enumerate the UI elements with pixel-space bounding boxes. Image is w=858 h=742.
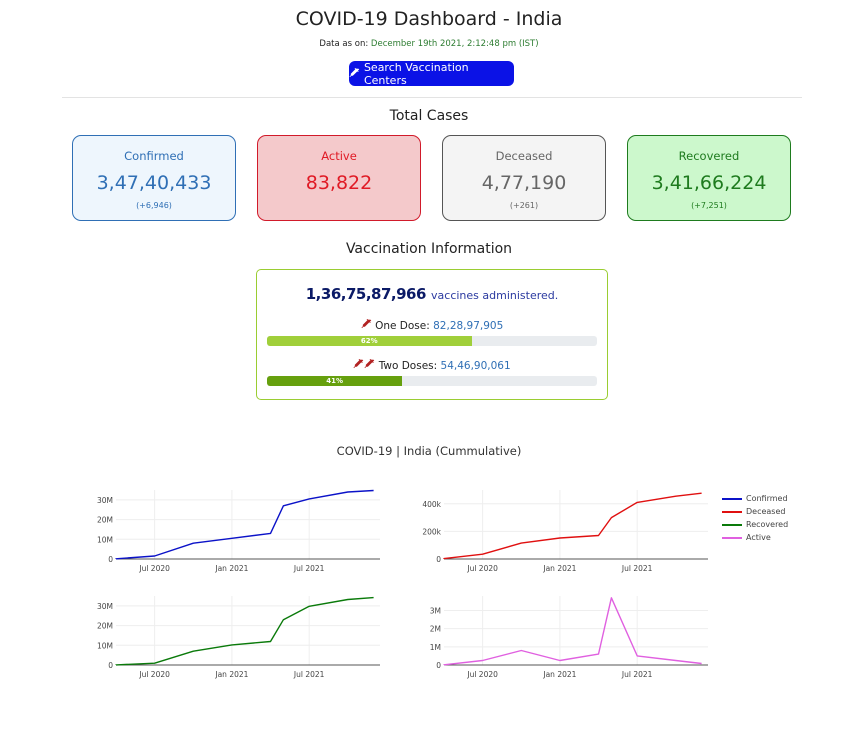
vaccines-total: 1,36,75,87,966 bbox=[305, 285, 427, 303]
series-line-recovered bbox=[115, 596, 374, 666]
y-tick-label: 3M bbox=[430, 607, 441, 616]
x-tick-label: Jul 2021 bbox=[621, 564, 653, 573]
deceased-value: 4,77,190 bbox=[481, 172, 567, 194]
y-tick-label: 0 bbox=[108, 555, 113, 564]
x-tick-label: Jan 2021 bbox=[214, 564, 248, 573]
x-tick-label: Jul 2021 bbox=[293, 670, 325, 679]
chart-title: COVID-19 | India (Cummulative) bbox=[336, 444, 522, 458]
deceased-delta: (+261) bbox=[509, 201, 539, 210]
chart-legend[interactable]: Confirmed Deceased Recovered Active bbox=[722, 492, 842, 544]
x-tick-label: Jul 2021 bbox=[293, 564, 325, 573]
x-tick-label: Jul 2020 bbox=[138, 564, 170, 573]
one-dose-progress-fill: 62% bbox=[267, 336, 472, 346]
series-line-active bbox=[443, 597, 702, 666]
confirmed-card: Confirmed 3,47,40,433 (+6,946) bbox=[72, 135, 236, 221]
recovered-value: 3,41,66,224 bbox=[651, 172, 767, 194]
recovered-label: Recovered bbox=[678, 149, 740, 163]
y-tick-label: 0 bbox=[436, 555, 441, 564]
y-tick-label: 10M bbox=[97, 641, 113, 650]
one-dose-label: One Dose: bbox=[375, 320, 430, 332]
y-tick-label: 10M bbox=[97, 535, 113, 544]
data-timestamp: Data as on: December 19th 2021, 2:12:48 … bbox=[0, 39, 858, 49]
recovered-delta: (+7,251) bbox=[691, 201, 727, 210]
confirmed-chart[interactable]: Jul 2020 Jan 2021 Jul 2021 0 10M 20M 30M bbox=[80, 486, 390, 576]
x-tick-label: Jul 2021 bbox=[621, 670, 653, 679]
x-tick-label: Jan 2021 bbox=[542, 670, 576, 679]
asof-label: Data as on: bbox=[319, 39, 369, 49]
vaccines-administered: 1,36,75,87,966 vaccines administered. bbox=[257, 284, 607, 303]
confirmed-delta: (+6,946) bbox=[136, 201, 172, 210]
y-tick-label: 30M bbox=[97, 496, 113, 505]
two-dose-progress: 41% bbox=[267, 376, 597, 386]
legend-label: Confirmed bbox=[746, 494, 788, 503]
legend-item-confirmed[interactable]: Confirmed bbox=[722, 492, 842, 505]
x-tick-label: Jan 2021 bbox=[214, 670, 248, 679]
series-line-deceased bbox=[443, 492, 702, 560]
divider bbox=[62, 97, 802, 98]
asof-value: December 19th 2021, 2:12:48 pm (IST) bbox=[370, 39, 539, 49]
total-cases-title: Total Cases bbox=[389, 108, 469, 124]
one-dose-progress: 62% bbox=[267, 336, 597, 346]
vaccination-panel: 1,36,75,87,966 vaccines administered. On… bbox=[256, 269, 608, 400]
deceased-chart[interactable]: Jul 2020 Jan 2021 Jul 2021 0 200k 400k bbox=[408, 486, 718, 576]
page-title: COVID-19 Dashboard - India bbox=[295, 8, 563, 30]
legend-item-deceased[interactable]: Deceased bbox=[722, 505, 842, 518]
recovered-card: Recovered 3,41,66,224 (+7,251) bbox=[627, 135, 791, 221]
two-dose-progress-fill: 41% bbox=[267, 376, 403, 386]
legend-label: Recovered bbox=[746, 520, 789, 529]
legend-label: Deceased bbox=[746, 507, 786, 516]
y-tick-label: 200k bbox=[422, 527, 441, 536]
y-tick-label: 1M bbox=[430, 643, 441, 652]
y-tick-label: 2M bbox=[430, 625, 441, 634]
deceased-label: Deceased bbox=[495, 149, 553, 163]
two-dose-label: Two Doses: bbox=[378, 360, 438, 372]
legend-swatch bbox=[722, 497, 742, 500]
active-card: Active 83,822 bbox=[257, 135, 421, 221]
y-tick-label: 30M bbox=[97, 602, 113, 611]
y-tick-label: 400k bbox=[422, 500, 441, 509]
syringe-icon bbox=[361, 318, 372, 329]
active-chart[interactable]: Jul 2020 Jan 2021 Jul 2021 0 1M 2M 3M bbox=[408, 592, 718, 682]
search-vaccination-centers-button[interactable]: Search Vaccination Centers bbox=[349, 60, 514, 87]
legend-swatch bbox=[722, 536, 742, 539]
y-tick-label: 20M bbox=[97, 516, 113, 525]
legend-item-active[interactable]: Active bbox=[722, 531, 842, 544]
legend-item-recovered[interactable]: Recovered bbox=[722, 518, 842, 531]
vaccines-total-text: vaccines administered. bbox=[431, 289, 559, 302]
active-value: 83,822 bbox=[305, 172, 373, 194]
x-tick-label: Jul 2020 bbox=[466, 564, 498, 573]
two-dose-line: Two Doses: 54,46,90,061 bbox=[257, 358, 607, 372]
y-tick-label: 0 bbox=[108, 661, 113, 670]
legend-swatch bbox=[722, 523, 742, 526]
vaccination-title: Vaccination Information bbox=[345, 241, 513, 257]
confirmed-value: 3,47,40,433 bbox=[96, 172, 212, 194]
y-tick-label: 0 bbox=[436, 661, 441, 670]
two-syringes-icon bbox=[353, 358, 375, 369]
legend-swatch bbox=[722, 510, 742, 513]
syringe-icon bbox=[349, 68, 360, 78]
y-tick-label: 20M bbox=[97, 622, 113, 631]
x-tick-label: Jul 2020 bbox=[466, 670, 498, 679]
legend-label: Active bbox=[746, 533, 771, 542]
one-dose-value: 82,28,97,905 bbox=[433, 320, 504, 332]
deceased-card: Deceased 4,77,190 (+261) bbox=[442, 135, 606, 221]
active-label: Active bbox=[321, 149, 357, 163]
one-dose-line: One Dose: 82,28,97,905 bbox=[257, 318, 607, 332]
series-line-confirmed bbox=[115, 489, 374, 560]
x-tick-label: Jan 2021 bbox=[542, 564, 576, 573]
confirmed-label: Confirmed bbox=[124, 149, 184, 163]
x-tick-label: Jul 2020 bbox=[138, 670, 170, 679]
search-button-label: Search Vaccination Centers bbox=[363, 60, 469, 87]
two-dose-value: 54,46,90,061 bbox=[440, 360, 511, 372]
recovered-chart[interactable]: Jul 2020 Jan 2021 Jul 2021 0 10M 20M 30M bbox=[80, 592, 390, 682]
